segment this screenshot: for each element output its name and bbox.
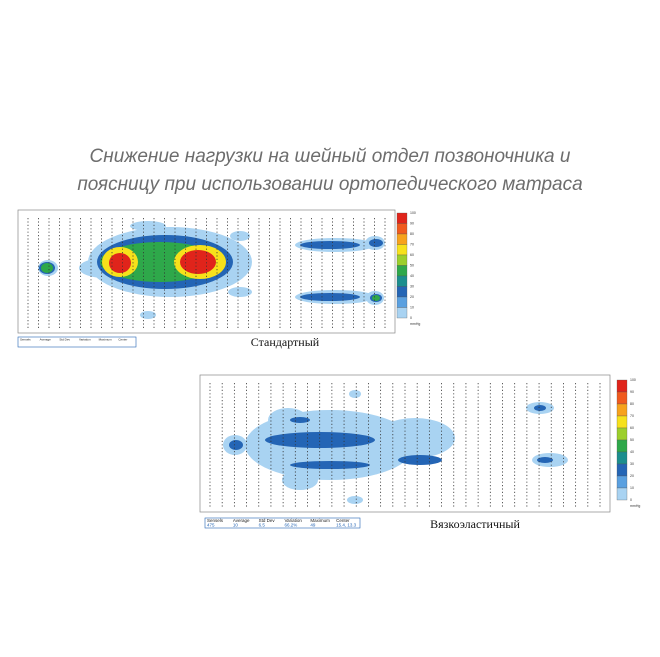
stats-header: Std Dev	[59, 337, 70, 341]
stats-header: Sensels	[20, 337, 31, 341]
scale-label: 0	[410, 316, 412, 320]
pressure-region	[268, 408, 308, 432]
scale-segment	[396, 223, 408, 235]
pressure-region	[228, 287, 252, 297]
scale-label: 100	[630, 378, 636, 382]
stats-box	[17, 336, 137, 348]
stats-header: Maximum	[310, 518, 330, 523]
scale-label: 80	[410, 232, 414, 236]
pressure-region	[130, 221, 166, 231]
scale-label: 60	[410, 253, 414, 257]
scale-segment	[396, 286, 408, 298]
pressure-region	[300, 293, 360, 301]
scale-label: 10	[630, 486, 634, 490]
scale-unit: mmHg	[630, 504, 640, 508]
stats-box	[204, 517, 361, 529]
title-line: поясницу при использовании ортопедическо…	[77, 174, 583, 195]
pressure-region	[282, 470, 318, 490]
scale-segment	[616, 379, 628, 393]
pressure-region	[41, 263, 53, 273]
stats-header: Average	[233, 518, 250, 523]
title-line: Снижение нагрузки на шейный отдел позвон…	[89, 146, 571, 167]
pressure-region	[349, 390, 361, 398]
pressure-region	[398, 455, 442, 465]
scale-segment	[616, 403, 628, 417]
scale-label: 90	[630, 390, 634, 394]
stats-header: Average	[40, 337, 51, 341]
stats-value: 66.2%	[285, 523, 298, 528]
scale-label: 100	[410, 211, 416, 215]
scale-label: 20	[410, 295, 414, 299]
pressure-region	[375, 418, 455, 458]
scale-segment	[616, 487, 628, 501]
pressure-region	[229, 440, 243, 450]
scale-label: 30	[410, 284, 414, 288]
scale-segment	[616, 463, 628, 477]
scale-label: 70	[410, 242, 414, 246]
scale-label: 30	[630, 462, 634, 466]
scale-segment	[616, 415, 628, 429]
stats-value: 49	[310, 523, 316, 528]
pressure-region	[537, 457, 553, 463]
pressure-region	[290, 417, 310, 423]
pressure-region	[109, 253, 131, 273]
map-caption: Стандартный	[251, 335, 320, 349]
stats-header: Maximum	[99, 337, 113, 341]
scale-segment	[396, 254, 408, 266]
pressure-region	[230, 231, 250, 241]
scale-segment	[616, 427, 628, 441]
stats-value: 10	[233, 523, 239, 528]
stats-header: Std Dev	[259, 518, 276, 523]
pressure-region	[180, 250, 216, 274]
scale-segment	[396, 233, 408, 245]
pressure-region	[290, 461, 370, 469]
stats-value: 6.5	[259, 523, 266, 528]
pressure-region	[534, 405, 546, 411]
pressure-region	[347, 496, 363, 504]
stats-header: Center	[118, 337, 127, 341]
stats-header: Center	[336, 518, 350, 523]
stats-header: Variation	[285, 518, 303, 523]
scale-unit: mmHg	[410, 322, 420, 326]
pressure-map: 1009080706050403020100mmHgSensels475Aver…	[199, 374, 640, 531]
scale-label: 20	[630, 474, 634, 478]
scale-label: 90	[410, 221, 414, 225]
scale-segment	[396, 244, 408, 256]
pressure-region	[300, 241, 360, 249]
scale-segment	[616, 475, 628, 489]
pressure-region	[140, 311, 156, 319]
pressure-region	[372, 295, 380, 301]
scale-label: 70	[630, 414, 634, 418]
scale-label: 60	[630, 426, 634, 430]
scale-segment	[616, 451, 628, 465]
scale-label: 40	[410, 274, 414, 278]
scale-segment	[396, 296, 408, 308]
scale-segment	[396, 307, 408, 319]
scale-segment	[396, 212, 408, 224]
stats-value: 15.4, 13.3	[336, 523, 357, 528]
stats-value: 475	[207, 523, 215, 528]
scale-segment	[396, 265, 408, 277]
scale-label: 50	[410, 263, 414, 267]
scale-segment	[616, 391, 628, 405]
map-caption: Вязкоэластичный	[430, 517, 520, 531]
stats-header: Variation	[79, 337, 91, 341]
pressure-region	[265, 432, 375, 448]
pressure-region	[369, 239, 383, 247]
scale-label: 10	[410, 305, 414, 309]
scale-segment	[616, 439, 628, 453]
scale-label: 80	[630, 402, 634, 406]
scale-label: 40	[630, 450, 634, 454]
scale-segment	[396, 275, 408, 287]
scale-label: 50	[630, 438, 634, 442]
stats-header: Sensels	[207, 518, 224, 523]
scale-label: 0	[630, 498, 632, 502]
